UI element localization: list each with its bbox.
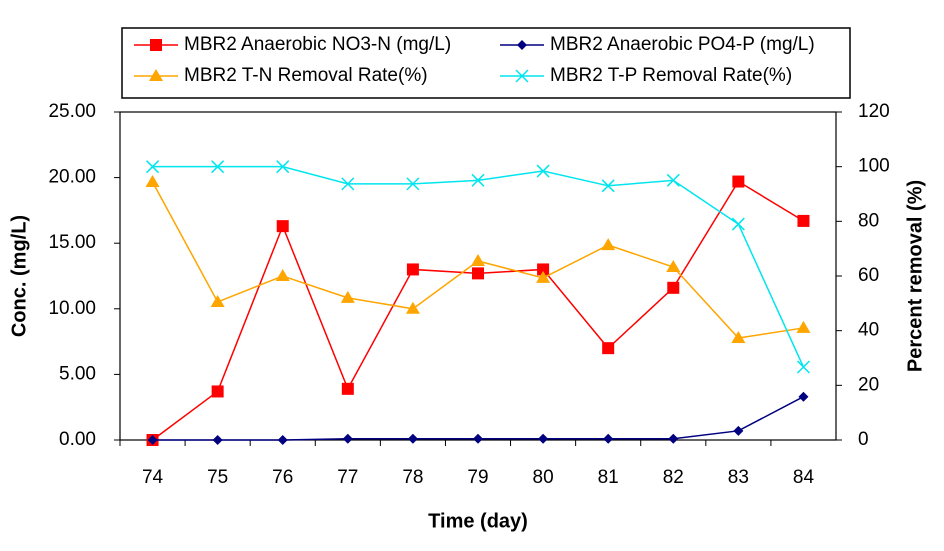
x-tick-label: 84 bbox=[793, 467, 815, 488]
data-point bbox=[603, 433, 614, 444]
y-axis-title: Conc. (mg/L) bbox=[8, 215, 30, 337]
x-tick-label: 80 bbox=[533, 467, 554, 488]
data-point bbox=[145, 174, 160, 187]
data-point bbox=[797, 214, 810, 227]
x-tick-label: 74 bbox=[142, 467, 164, 488]
data-point bbox=[341, 177, 355, 191]
x-tick-label: 78 bbox=[402, 467, 423, 488]
y2-tick-label: 20 bbox=[858, 374, 879, 395]
data-point bbox=[211, 385, 224, 398]
series-line bbox=[152, 165, 805, 368]
x-tick-label: 83 bbox=[728, 467, 749, 488]
data-point bbox=[667, 281, 680, 294]
series-line bbox=[152, 180, 804, 441]
y2-tick-label: 0 bbox=[858, 429, 869, 450]
y-tick-label: 20.00 bbox=[48, 167, 96, 188]
legend-label: MBR2 Anaerobic NO3-N (mg/L) bbox=[184, 34, 451, 55]
series-line bbox=[152, 396, 804, 441]
legend-label: MBR2 Anaerobic PO4-P (mg/L) bbox=[550, 34, 815, 55]
legend-box bbox=[121, 27, 851, 99]
data-point bbox=[536, 164, 550, 178]
x-tick-label: 79 bbox=[467, 467, 488, 488]
data-point bbox=[210, 294, 225, 307]
x-tick-label: 82 bbox=[663, 467, 684, 488]
legend-label: MBR2 T-P Removal Rate(%) bbox=[550, 65, 792, 86]
data-point bbox=[146, 160, 160, 174]
x-tick-label: 81 bbox=[598, 467, 619, 488]
y2-axis-title: Percent removal (%) bbox=[904, 180, 926, 372]
data-point bbox=[732, 175, 745, 188]
y2-tick-label: 80 bbox=[858, 210, 879, 231]
data-point bbox=[601, 179, 615, 193]
data-point bbox=[601, 238, 616, 251]
data-point bbox=[211, 160, 225, 174]
data-point bbox=[277, 435, 288, 445]
data-point bbox=[341, 382, 354, 395]
data-point bbox=[668, 433, 679, 444]
x-tick-label: 76 bbox=[272, 467, 293, 488]
y2-tick-label: 40 bbox=[858, 320, 879, 341]
y-tick-label: 0.00 bbox=[59, 429, 96, 450]
y-tick-label: 15.00 bbox=[48, 232, 96, 253]
data-point bbox=[796, 360, 810, 374]
data-point bbox=[147, 435, 158, 445]
y-tick-label: 5.00 bbox=[59, 363, 96, 384]
data-point bbox=[602, 342, 615, 355]
data-point bbox=[405, 301, 420, 314]
data-point bbox=[731, 331, 746, 344]
y2-tick-label: 120 bbox=[858, 101, 890, 122]
data-point bbox=[536, 270, 551, 283]
legend-label: MBR2 T-N Removal Rate(%) bbox=[184, 65, 428, 86]
data-point bbox=[342, 433, 353, 444]
legend-marker bbox=[517, 40, 527, 50]
y-tick-label: 10.00 bbox=[48, 298, 96, 319]
legend-marker bbox=[150, 39, 162, 51]
x-axis-title: Time (day) bbox=[428, 510, 528, 532]
legend-marker bbox=[515, 69, 529, 83]
data-point bbox=[212, 435, 223, 445]
y2-tick-label: 100 bbox=[858, 156, 890, 177]
data-point bbox=[473, 433, 483, 444]
data-point bbox=[406, 263, 419, 276]
data-point bbox=[406, 177, 420, 191]
data-point bbox=[471, 173, 485, 187]
data-point bbox=[275, 269, 290, 281]
data-point bbox=[666, 173, 680, 187]
data-point bbox=[796, 320, 811, 333]
data-point bbox=[537, 263, 550, 276]
data-point bbox=[340, 290, 355, 303]
data-point bbox=[798, 391, 809, 402]
legend-marker bbox=[149, 69, 163, 81]
data-point bbox=[276, 220, 289, 233]
data-point bbox=[731, 217, 745, 231]
data-point bbox=[471, 253, 485, 266]
data-point bbox=[733, 425, 744, 436]
data-point bbox=[472, 267, 484, 280]
data-point bbox=[538, 433, 549, 444]
data-point bbox=[276, 160, 290, 174]
x-tick-label: 77 bbox=[337, 467, 358, 488]
y2-tick-label: 60 bbox=[858, 265, 879, 286]
x-tick-label: 75 bbox=[207, 467, 228, 488]
data-point bbox=[666, 259, 681, 272]
y-tick-label: 25.00 bbox=[48, 101, 96, 122]
data-point bbox=[407, 433, 418, 444]
